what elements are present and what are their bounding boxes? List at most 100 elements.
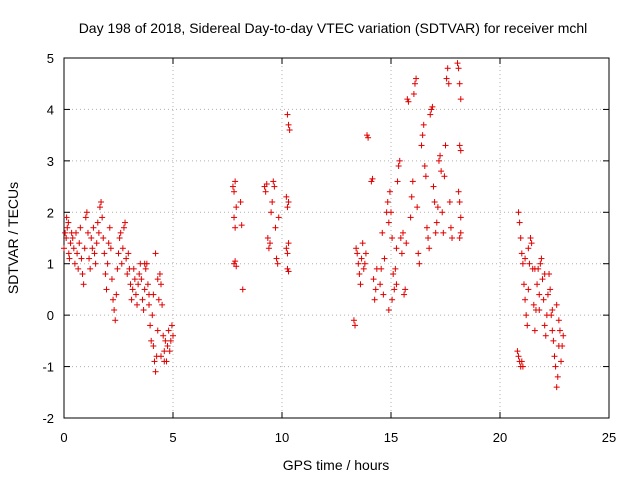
data-point [154, 327, 161, 334]
data-point [437, 152, 444, 159]
x-tick-label: 15 [384, 430, 398, 445]
data-point [396, 157, 403, 164]
data-point [537, 260, 544, 267]
data-point [267, 240, 274, 247]
data-point [456, 142, 463, 149]
y-tick-label: 2 [47, 205, 54, 220]
data-point [130, 265, 137, 272]
y-tick-label: 1 [47, 257, 54, 272]
data-point [358, 255, 365, 262]
data-point [264, 235, 271, 241]
data-point [372, 286, 379, 293]
data-point [422, 173, 429, 180]
data-point [552, 363, 559, 370]
data-point [428, 106, 435, 113]
data-series [61, 60, 567, 391]
data-point [144, 281, 151, 288]
data-point [423, 224, 430, 231]
data-point [559, 343, 566, 349]
data-point [63, 214, 70, 221]
data-point [455, 188, 462, 195]
data-point [104, 260, 111, 267]
data-point [77, 224, 84, 231]
data-point [273, 255, 280, 262]
data-point [354, 250, 361, 257]
data-point [369, 175, 376, 182]
data-point [377, 281, 384, 288]
data-point [123, 255, 130, 262]
data-point [67, 240, 74, 247]
data-point [161, 348, 168, 355]
data-point [435, 157, 442, 164]
data-point [108, 276, 115, 283]
data-point [94, 219, 101, 226]
data-point [410, 91, 417, 97]
data-point [457, 147, 464, 154]
data-point [528, 240, 535, 247]
data-point [549, 327, 556, 334]
y-axis: -2 -1 0 1 2 3 4 5 [42, 51, 609, 426]
data-point [164, 343, 171, 349]
data-point [231, 188, 238, 195]
data-point [237, 199, 244, 205]
data-point [385, 307, 392, 313]
data-point [531, 327, 538, 334]
data-point [425, 235, 432, 241]
data-point [272, 224, 279, 231]
data-point [232, 178, 239, 185]
data-point [112, 317, 119, 324]
data-point [233, 204, 240, 211]
data-point [548, 312, 555, 319]
data-point [516, 219, 523, 226]
data-point [111, 307, 118, 313]
data-point [125, 250, 132, 257]
data-point [539, 276, 546, 283]
data-point [359, 240, 366, 247]
data-point [447, 224, 454, 231]
data-point [443, 75, 450, 82]
data-point [442, 142, 449, 149]
data-point [285, 240, 292, 247]
data-point [536, 307, 543, 313]
y-tick-label: 5 [47, 51, 54, 66]
data-point [362, 250, 369, 257]
data-point [152, 250, 159, 257]
data-point [98, 199, 105, 205]
data-point [433, 219, 440, 226]
data-point [96, 204, 103, 211]
data-point [129, 286, 136, 293]
data-point [457, 229, 464, 236]
data-point [445, 80, 452, 87]
data-point [93, 240, 100, 247]
data-point [370, 276, 377, 283]
data-point [270, 178, 277, 185]
data-point [391, 286, 398, 293]
data-point [139, 296, 146, 303]
data-point [401, 291, 408, 298]
data-point [384, 199, 391, 205]
data-point [411, 80, 418, 87]
data-point [515, 209, 522, 216]
data-point [432, 229, 439, 236]
data-point [162, 337, 169, 344]
data-point [269, 199, 276, 205]
data-point [352, 322, 359, 329]
data-point [378, 265, 385, 272]
data-point [117, 229, 124, 236]
data-point [114, 265, 121, 272]
data-point [389, 235, 396, 241]
data-point [518, 250, 525, 257]
data-point [397, 235, 404, 241]
data-point [526, 260, 533, 267]
grid [64, 58, 609, 418]
data-point [416, 260, 423, 267]
data-point [381, 255, 388, 262]
data-point [449, 235, 456, 241]
x-tick-label: 10 [275, 430, 289, 445]
data-point [76, 240, 83, 247]
data-point [430, 183, 437, 190]
data-point [553, 301, 560, 308]
data-point [457, 214, 464, 221]
data-point [166, 348, 173, 355]
data-point [161, 358, 168, 365]
